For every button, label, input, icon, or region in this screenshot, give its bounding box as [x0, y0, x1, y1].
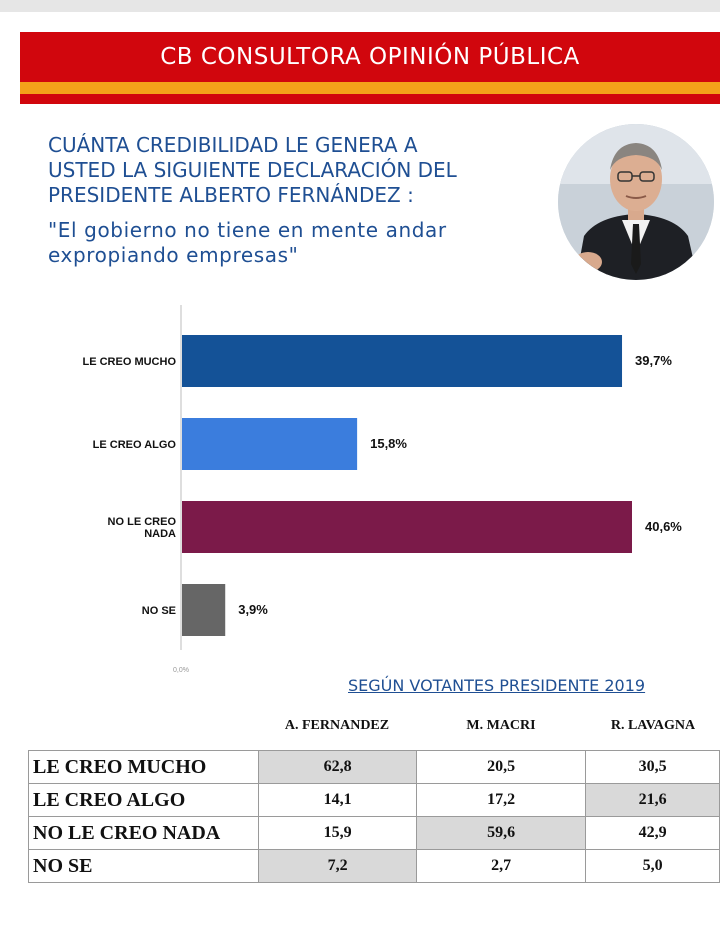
- question-text: CUÁNTA CREDIBILIDAD LE GENERA A USTED LA…: [48, 133, 540, 208]
- row-label: LE CREO ALGO: [27, 783, 260, 817]
- column-header-macri: M. MACRI: [466, 718, 536, 733]
- bar: [182, 418, 358, 470]
- table-cell: 7,2: [258, 849, 417, 883]
- table-row: LE CREO MUCHO 62,8 20,5 30,5: [27, 750, 720, 784]
- category-label: LE CREO ALGO: [93, 439, 177, 451]
- bar: [182, 501, 632, 553]
- bar: [182, 335, 623, 387]
- breakdown-table: LE CREO MUCHO 62,8 20,5 30,5 LE CREO ALG…: [27, 750, 720, 883]
- top-strip: [0, 0, 720, 12]
- data-label: 15,8%: [370, 436, 407, 451]
- column-header-fernandez: A. FERNANDEZ: [284, 718, 390, 733]
- header-title: CB CONSULTORA OPINIÓN PÚBLICA: [20, 32, 720, 82]
- table-cell: 17,2: [415, 783, 587, 817]
- question-line: PRESIDENTE ALBERTO FERNÁNDEZ :: [48, 183, 414, 207]
- data-label: 3,9%: [238, 602, 268, 617]
- table-cell: 21,6: [585, 783, 720, 817]
- table-row: NO LE CREO NADA 15,9 59,6 42,9: [27, 816, 720, 850]
- row-label: LE CREO MUCHO: [27, 750, 260, 784]
- data-label: 40,6%: [645, 519, 682, 534]
- table-cell: 2,7: [415, 849, 587, 883]
- credibility-bar-chart: 0,0% LE CREO MUCHO 39,7% LE CREO ALGO 15,8% N…: [83, 305, 682, 674]
- table-cell: 30,5: [585, 750, 720, 784]
- category-label: LE CREO MUCHO: [83, 356, 177, 368]
- category-label: NO LE CREO NADA: [108, 516, 177, 540]
- table-cell: 20,5: [415, 750, 587, 784]
- president-portrait: [558, 124, 714, 280]
- table-cell: 14,1: [258, 783, 417, 817]
- table-cell: 42,9: [585, 816, 720, 850]
- question-line: USTED LA SIGUIENTE DECLARACIÓN DEL: [48, 158, 457, 182]
- quote-line: expropiando empresas": [48, 243, 299, 267]
- table-cell: 59,6: [415, 816, 587, 850]
- row-label: NO LE CREO NADA: [27, 816, 260, 850]
- x-axis-origin-label: 0,0%: [173, 667, 189, 674]
- column-header-lavagna: R. LAVAGNA: [610, 718, 696, 733]
- table-row: LE CREO ALGO 14,1 17,2 21,6: [27, 783, 720, 817]
- president-photo: [558, 124, 714, 280]
- table-row: NO SE 7,2 2,7 5,0: [27, 849, 720, 883]
- bar: [182, 584, 226, 636]
- header-banner: CB CONSULTORA OPINIÓN PÚBLICA: [20, 32, 720, 104]
- table-cell: 15,9: [258, 816, 417, 850]
- table-cell: 62,8: [258, 750, 417, 784]
- quote-line: "El gobierno no tiene en mente andar: [48, 218, 447, 242]
- breakdown-subtitle: SEGÚN VOTANTES PRESIDENTE 2019: [348, 676, 646, 695]
- category-label: NO SE: [142, 605, 176, 617]
- row-label: NO SE: [27, 849, 260, 883]
- question-line: CUÁNTA CREDIBILIDAD LE GENERA A: [48, 133, 418, 157]
- table-cell: 5,0: [585, 849, 720, 883]
- data-label: 39,7%: [635, 353, 672, 368]
- banner-red-stripe: [20, 94, 720, 104]
- quote-text: "El gobierno no tiene en mente andar exp…: [48, 218, 540, 268]
- banner-orange-stripe: [20, 82, 720, 94]
